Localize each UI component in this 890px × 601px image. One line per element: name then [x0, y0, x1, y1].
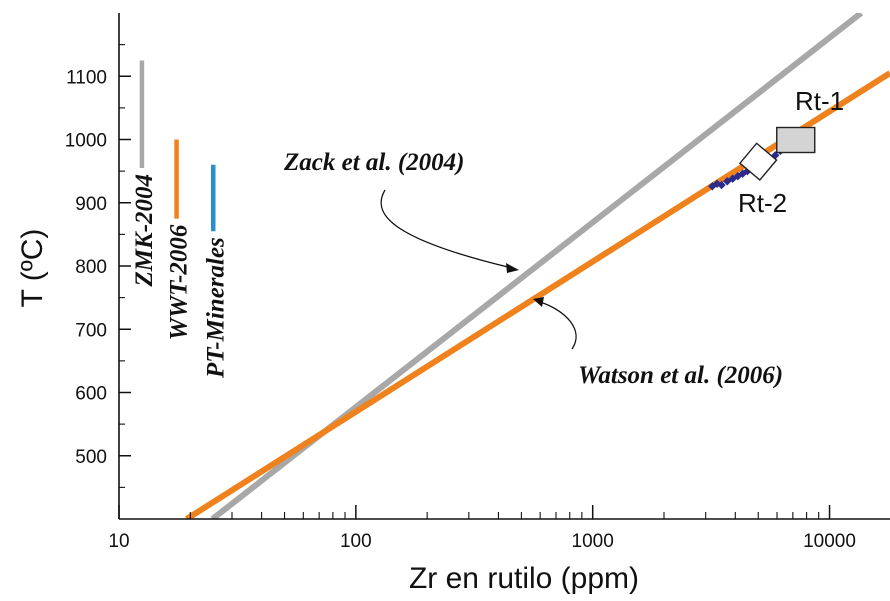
sample-box-rt1	[776, 126, 816, 154]
x-tick-label-100: 100	[340, 531, 372, 552]
series-line-watson	[185, 70, 890, 519]
annotation-watson-arrow	[539, 301, 577, 350]
x-ticks: 10 100 1000 10000	[108, 505, 856, 552]
y-ticks: 500 600 700 800 900 1000 1100	[65, 44, 131, 488]
range-label-wwt: WWT-2006	[166, 224, 193, 340]
range-layer: ZMK-2004 WWT-2006 PT-Minerales	[131, 60, 229, 379]
y-tick-label-600: 600	[75, 384, 107, 405]
y-tick-label-700: 700	[75, 320, 107, 341]
y-tick-label-900: 900	[75, 194, 107, 215]
x-tick-label-10: 10	[108, 531, 129, 552]
sample-label-rt2: Rt-2	[738, 188, 787, 218]
y-axis-title: T (ºC)	[16, 229, 49, 308]
x-tick-label-10000: 10000	[803, 531, 856, 552]
y-tick-label-500: 500	[75, 447, 107, 468]
annotation-watson-arrowhead	[533, 297, 544, 307]
annotation-zack: Zack et al. (2004)	[283, 149, 465, 176]
data-point-0	[708, 182, 717, 191]
annotation-watson: Watson et al. (2006)	[578, 362, 783, 389]
data-point-5	[733, 171, 743, 181]
plot-area	[185, 13, 890, 519]
y-tick-label-1000: 1000	[65, 131, 107, 152]
range-label-zmk: ZMK-2004	[131, 174, 158, 288]
series-layer	[185, 13, 890, 519]
data-point-6	[738, 169, 747, 178]
annotation-zack-arrowhead	[506, 263, 519, 273]
sample-box-rt2	[738, 142, 778, 181]
x-axis-title: Zr en rutilo (ppm)	[409, 562, 639, 595]
y-tick-label-800: 800	[75, 257, 107, 278]
data-point-4	[728, 174, 737, 183]
x-tick-label-1000: 1000	[572, 531, 614, 552]
data-point-2	[717, 180, 726, 190]
sample-label-rt1: Rt-1	[795, 86, 844, 116]
annotation-zack-arrow	[380, 189, 513, 269]
y-tick-label-1100: 1100	[66, 67, 107, 88]
data-point-8	[771, 151, 780, 160]
sample-layer	[738, 126, 816, 181]
range-label-pt: PT-Minerales	[202, 237, 229, 379]
